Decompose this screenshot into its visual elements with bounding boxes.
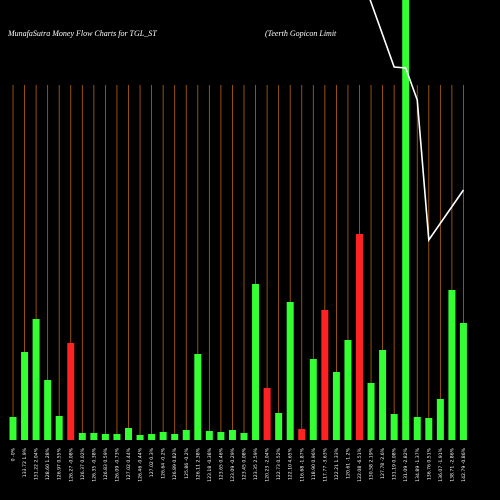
x-tick-label: 126.27 -0.08% [68, 447, 74, 481]
bar [356, 234, 363, 440]
bar [194, 354, 202, 440]
bar [263, 388, 271, 440]
bar [413, 417, 421, 440]
x-tick-label: 131.22 2.04% [34, 447, 40, 480]
bar [228, 430, 236, 440]
bar [32, 319, 40, 440]
bar [425, 418, 433, 440]
bar [436, 399, 444, 440]
x-tick-label: 120.23 -2.04% [265, 447, 271, 481]
x-labels: 0 -0% 133.72 1.9% 131.22 2.04% 128.60 1.28%… [11, 447, 467, 481]
x-tick-label: 116.68 -1.87% [299, 447, 305, 481]
x-tick-label: 122.10 4.65% [288, 447, 294, 480]
x-tick-label: 127.02 0.3% [149, 447, 155, 477]
bar [344, 340, 352, 440]
x-tick-label: 126.46 -0.44% [138, 447, 144, 481]
bar [90, 433, 98, 440]
overlay-line [369, 0, 465, 243]
bar [101, 434, 109, 440]
x-tick-label: 122.21 1.33% [334, 447, 340, 480]
bar [402, 0, 410, 440]
x-tick-label: 0 -0% [11, 447, 17, 461]
chart-subtitle: (Teerth Gopicon Limit [265, 29, 337, 38]
bar [298, 429, 306, 440]
bar [390, 414, 398, 440]
x-tick-label: 122.08 -6.51% [357, 447, 363, 481]
x-tick-label: 134.89 -1.37% [415, 447, 421, 481]
x-tick-label: 126.83 0.59% [103, 447, 109, 480]
x-tick-label: 126.35 -0.38% [91, 447, 97, 481]
x-tick-label: 122.73 0.52% [276, 447, 282, 480]
x-tick-label: 126.11 2.38% [195, 447, 201, 480]
bar [286, 302, 294, 440]
x-tick-label: 123.45 0.08% [242, 447, 248, 480]
x-tick-label: 138.71 -2.86% [449, 447, 455, 481]
x-tick-label: 142.79 -0.86% [461, 447, 467, 481]
bar [217, 432, 225, 440]
x-tick-label: 126.97 0.55% [57, 447, 63, 480]
x-tick-label: 126.37 0.02% [80, 447, 86, 480]
bar [44, 380, 52, 440]
x-tick-label: 126.89 0.82% [172, 447, 178, 480]
bar [321, 310, 329, 440]
bar [252, 284, 260, 440]
x-tick-label: 133.72 1.9% [22, 447, 28, 477]
x-tick-label: 123.09 -0.29% [230, 447, 236, 481]
bar [21, 352, 29, 440]
x-tick-label: 127.78 -2.6% [380, 447, 386, 478]
bar [136, 435, 144, 440]
bar [125, 428, 132, 440]
x-tick-label: 117.77 -3.63% [322, 447, 328, 481]
bar [367, 383, 375, 440]
bar [182, 430, 190, 440]
bar [448, 290, 456, 440]
bar [9, 417, 17, 440]
x-tick-label: 125.86 -0.2% [184, 447, 190, 478]
bar [171, 434, 179, 440]
x-tick-label: 136.07 -1.91% [438, 447, 444, 481]
line-layer [369, 0, 465, 243]
x-tick-label: 131.19 0.08% [392, 447, 398, 480]
bar [78, 433, 86, 440]
x-tick-label: 126.09 -0.73% [114, 447, 120, 481]
bar [309, 359, 317, 440]
x-tick-label: 120.61 -1.2% [345, 447, 351, 478]
bar [240, 433, 248, 440]
bar [159, 432, 167, 440]
bar [55, 416, 63, 440]
x-tick-label: 136.76 0.51% [426, 447, 432, 480]
bar [332, 372, 340, 440]
x-tick-label: 126.64 -0.2% [161, 447, 167, 478]
bar [459, 323, 467, 440]
bars [9, 0, 467, 440]
x-tick-label: 123.65 0.46% [218, 447, 224, 480]
bar [148, 434, 156, 440]
x-tick-label: 123.35 2.59% [253, 447, 259, 480]
bar [379, 350, 387, 440]
chart-title: MunafaSutra Money Flow Charts for TGL_ST [7, 29, 157, 38]
bar [113, 434, 121, 440]
x-tick-label: 128.60 1.28% [45, 447, 51, 480]
x-tick-label: 118.90 0.96% [311, 447, 317, 480]
x-tick-label: 127.02 0.44% [126, 447, 132, 480]
x-tick-label: 123.18 -0.38% [207, 447, 213, 481]
grid [12, 85, 464, 440]
x-tick-label: 131.09 -2.82% [403, 447, 409, 481]
bar [275, 413, 283, 440]
bar [67, 343, 75, 440]
x-tick-label: 130.58 2.19% [369, 447, 375, 480]
bar [205, 431, 213, 440]
